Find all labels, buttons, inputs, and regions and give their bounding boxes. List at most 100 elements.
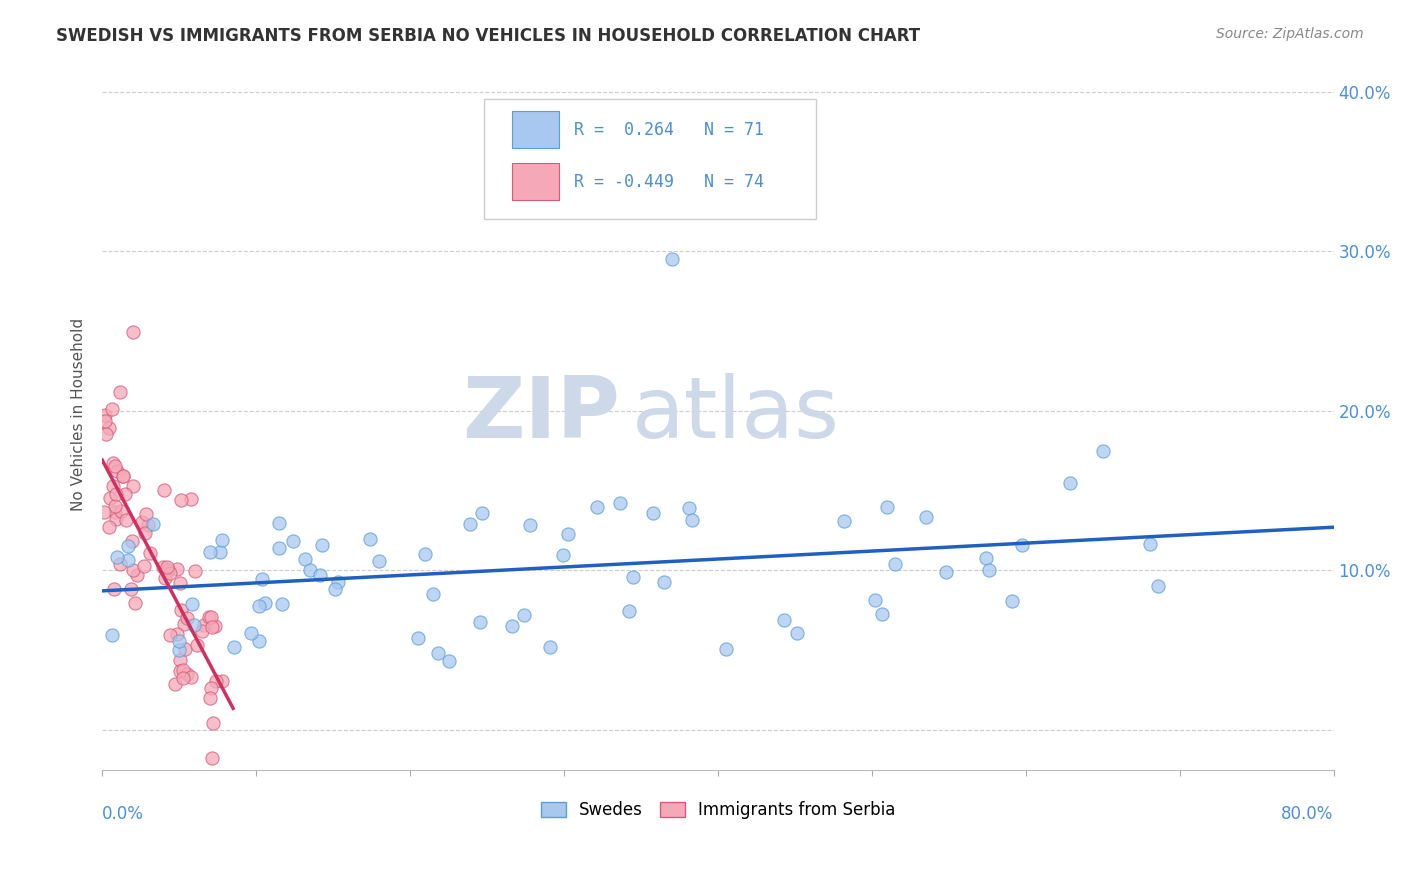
Point xyxy=(105,512,128,526)
Point xyxy=(183,618,205,632)
Point xyxy=(169,576,191,591)
Point xyxy=(979,563,1001,577)
Point xyxy=(186,638,208,652)
Point xyxy=(439,654,461,668)
Point xyxy=(832,514,855,528)
Point xyxy=(101,479,124,493)
Point xyxy=(641,506,664,520)
Point xyxy=(661,252,683,267)
Point xyxy=(294,551,316,566)
Point xyxy=(211,533,233,547)
Text: Source: ZipAtlas.com: Source: ZipAtlas.com xyxy=(1216,27,1364,41)
Point xyxy=(114,487,136,501)
Point xyxy=(252,572,274,586)
Y-axis label: No Vehicles in Household: No Vehicles in Household xyxy=(72,318,86,511)
Point xyxy=(159,627,181,641)
Point xyxy=(167,642,190,657)
Point xyxy=(121,563,143,577)
Point xyxy=(1139,537,1161,551)
Point xyxy=(176,611,198,625)
Point xyxy=(1011,538,1033,552)
Point xyxy=(153,483,176,497)
Bar xyxy=(512,112,560,148)
Point xyxy=(155,571,177,585)
Point xyxy=(172,663,194,677)
Point xyxy=(406,631,429,645)
Point xyxy=(101,628,124,642)
Point xyxy=(458,517,481,532)
Point xyxy=(166,562,188,576)
Point xyxy=(104,499,127,513)
Point xyxy=(200,610,222,624)
Point xyxy=(93,408,115,422)
Point xyxy=(127,568,149,582)
Point xyxy=(174,642,197,657)
Point xyxy=(309,568,332,582)
Text: ZIP: ZIP xyxy=(461,373,620,457)
Point xyxy=(585,500,607,514)
Point xyxy=(131,515,153,529)
Point xyxy=(104,458,127,473)
Point xyxy=(166,627,188,641)
Point xyxy=(198,545,221,559)
Point xyxy=(159,566,181,580)
Point xyxy=(170,603,193,617)
Point xyxy=(876,500,898,515)
Bar xyxy=(512,163,560,201)
Point xyxy=(200,690,222,705)
Point xyxy=(110,384,132,399)
Point xyxy=(211,674,233,689)
Point xyxy=(172,671,194,685)
Point xyxy=(678,500,700,515)
Point xyxy=(98,421,121,435)
Point xyxy=(103,582,125,596)
Text: 80.0%: 80.0% xyxy=(1281,805,1334,822)
Point xyxy=(201,751,224,765)
Point xyxy=(201,716,224,731)
Point xyxy=(142,517,165,532)
Point xyxy=(240,626,263,640)
Point xyxy=(269,516,291,530)
Point xyxy=(169,664,191,678)
Point xyxy=(134,525,156,540)
Point xyxy=(422,587,444,601)
Point xyxy=(120,582,142,596)
Point xyxy=(105,464,128,478)
Point xyxy=(163,677,186,691)
Point xyxy=(136,517,159,532)
Point xyxy=(169,653,191,667)
Point xyxy=(101,456,124,470)
Point xyxy=(1059,475,1081,490)
Point xyxy=(176,667,198,681)
Point xyxy=(110,557,132,571)
Point xyxy=(93,505,115,519)
Point xyxy=(94,414,117,428)
Point xyxy=(208,544,231,558)
Point xyxy=(117,553,139,567)
Text: R =  0.264   N = 71: R = 0.264 N = 71 xyxy=(574,121,763,139)
Point xyxy=(198,610,221,624)
Point xyxy=(281,533,304,548)
Point xyxy=(328,575,350,590)
Point xyxy=(681,513,703,527)
Point xyxy=(103,505,125,519)
Point xyxy=(773,614,796,628)
Point xyxy=(974,551,997,566)
Point xyxy=(247,634,270,648)
Point xyxy=(870,607,893,621)
Point xyxy=(112,468,135,483)
Point xyxy=(110,504,132,518)
Point xyxy=(298,563,321,577)
Point xyxy=(513,608,536,623)
Point xyxy=(184,564,207,578)
Point xyxy=(1146,579,1168,593)
Point xyxy=(609,496,631,510)
Point xyxy=(180,598,202,612)
Point xyxy=(121,325,143,339)
Point xyxy=(205,674,228,689)
Point xyxy=(104,487,127,501)
Text: 0.0%: 0.0% xyxy=(103,805,143,822)
Point xyxy=(538,640,561,655)
Point xyxy=(501,619,523,633)
Point xyxy=(269,541,291,555)
